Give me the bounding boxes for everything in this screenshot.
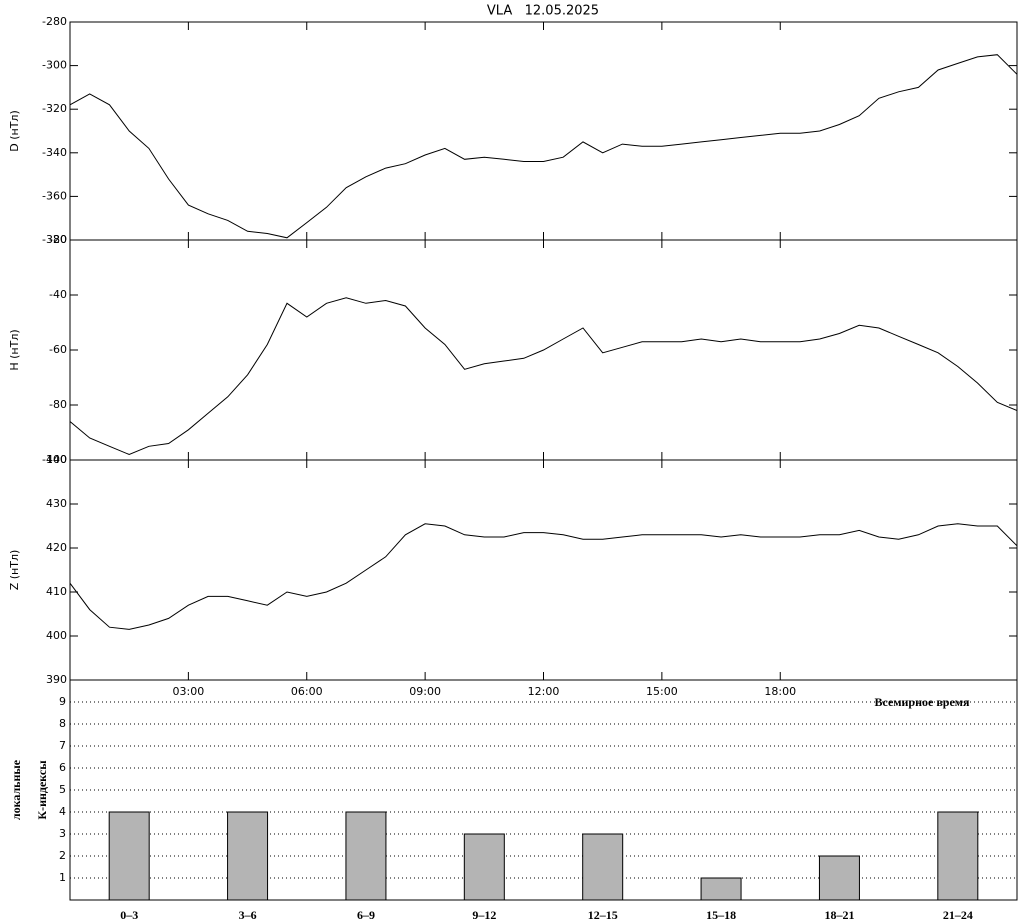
x-tick-label: 12–15: [588, 908, 618, 921]
x-tick-label: 03:00: [173, 685, 205, 698]
x-tick-label: 18–21: [824, 908, 854, 921]
y-tick-label: -320: [42, 102, 67, 115]
y-tick-label: -300: [42, 59, 67, 72]
y-tick-label: -80: [49, 398, 67, 411]
bar: [937, 811, 979, 901]
y-tick-label: -60: [49, 343, 67, 356]
y-tick-label: -340: [42, 146, 67, 159]
bar: [700, 877, 742, 901]
y-tick-label: 390: [46, 673, 67, 686]
y-tick-label: 7: [59, 739, 66, 752]
y-tick-label: -100: [42, 453, 67, 466]
x-tick-label: 06:00: [291, 685, 323, 698]
y-tick-label: 430: [46, 497, 67, 510]
chart-title: VLA 12.05.2025: [487, 4, 599, 19]
y-tick-label: 400: [46, 629, 67, 642]
y-tick-label: 6: [59, 761, 66, 774]
y-axis-label: H (нТл): [8, 329, 21, 370]
x-tick-label: 12:00: [528, 685, 560, 698]
data-line: [69, 297, 1018, 456]
y-axis-label: Z (нТл): [8, 550, 21, 591]
bar: [582, 833, 624, 901]
y-tick-label: 420: [46, 541, 67, 554]
y-tick-label: 410: [46, 585, 67, 598]
y-tick-label: 2: [59, 849, 66, 862]
bar: [227, 811, 269, 901]
x-tick-label: 18:00: [764, 685, 796, 698]
x-tick-label: 09:00: [409, 685, 441, 698]
y-tick-label: 3: [59, 827, 66, 840]
bar: [345, 811, 387, 901]
y-axis-label: К-индексы: [35, 760, 49, 820]
y-tick-label: 5: [59, 783, 66, 796]
y-tick-label: -40: [49, 288, 67, 301]
x-tick-label: 15:00: [646, 685, 678, 698]
x-tick-label: 3–6: [239, 908, 257, 921]
y-tick-label: -20: [49, 233, 67, 246]
y-tick-label: -360: [42, 189, 67, 202]
bar: [108, 811, 150, 901]
y-tick-label: 1: [59, 871, 66, 884]
plot-frame: [69, 21, 1018, 241]
y-tick-label: -380: [42, 233, 67, 246]
x-tick-label: 9–12: [472, 908, 496, 921]
plot-frame: [69, 459, 1018, 681]
x-tick-label: 0–3: [120, 908, 138, 921]
y-tick-label: 8: [59, 717, 66, 730]
x-tick-label: 6–9: [357, 908, 375, 921]
x-tick-label: 15–18: [706, 908, 736, 921]
y-tick-label: 9: [59, 695, 66, 708]
data-line: [69, 54, 1018, 239]
y-axis-label: D (нТл): [8, 110, 21, 152]
bar: [463, 833, 505, 901]
y-tick-label: 440: [46, 453, 67, 466]
y-tick-label: 4: [59, 805, 66, 818]
data-line: [69, 523, 1018, 630]
y-tick-label: -280: [42, 15, 67, 28]
x-tick-label: 21–24: [943, 908, 973, 921]
bar: [818, 855, 860, 901]
y-axis-label: локальные: [9, 759, 23, 820]
